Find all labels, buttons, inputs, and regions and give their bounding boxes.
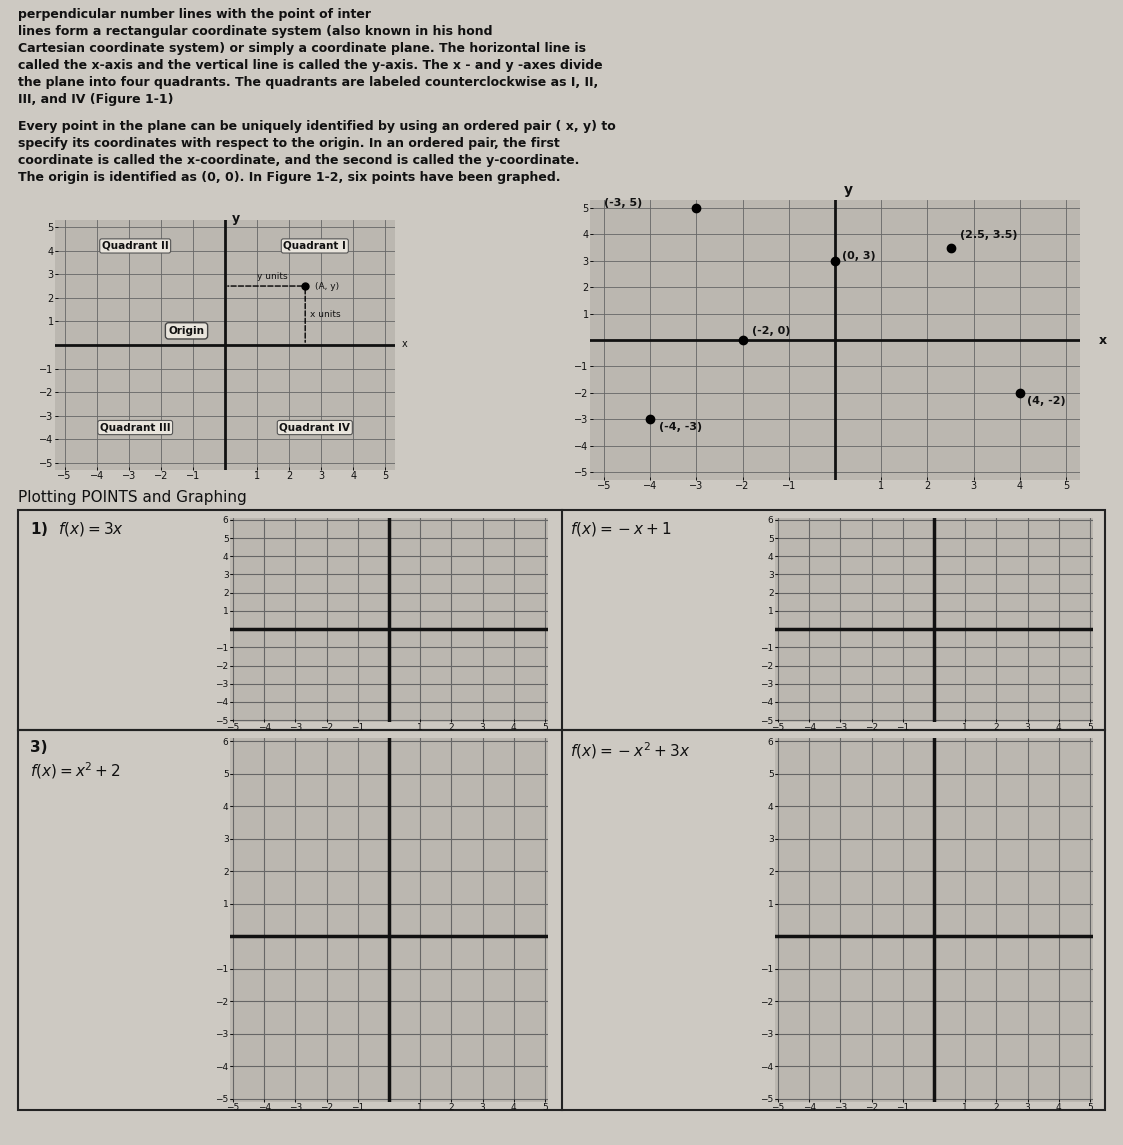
Text: (A, y): (A, y) [314,282,339,291]
Text: Plotting POINTS and Graphing: Plotting POINTS and Graphing [18,490,247,505]
Text: (2.5, 3.5): (2.5, 3.5) [960,230,1017,239]
Text: the plane into four quadrants. The quadrants are labeled counterclockwise as I, : the plane into four quadrants. The quadr… [18,76,599,89]
Text: y units: y units [257,273,287,281]
Text: $f(x)=x^2+2$: $f(x)=x^2+2$ [30,760,121,781]
Text: specify its coordinates with respect to the origin. In an ordered pair, the firs: specify its coordinates with respect to … [18,137,559,150]
Text: x units: x units [310,309,340,318]
Text: Every point in the plane can be uniquely identified by using an ordered pair ( x: Every point in the plane can be uniquely… [18,120,615,133]
Text: called the x-axis and the vertical line is called the y-axis. The x - and y -axe: called the x-axis and the vertical line … [18,60,603,72]
Text: The origin is identified as (0, 0). In Figure 1-2, six points have been graphed.: The origin is identified as (0, 0). In F… [18,171,560,184]
Text: Quadrant II: Quadrant II [102,240,168,251]
Text: Cartesian coordinate system) or simply a coordinate plane. The horizontal line i: Cartesian coordinate system) or simply a… [18,42,586,55]
Bar [18,731,1105,1110]
Text: III, and IV (Figure 1-1): III, and IV (Figure 1-1) [18,93,173,106]
Text: y: y [231,212,239,224]
Text: (-2, 0): (-2, 0) [751,326,791,335]
Text: perpendicular number lines with the point of inter: perpendicular number lines with the poin… [18,8,371,21]
Text: Quadrant IV: Quadrant IV [280,423,350,433]
Text: lines form a rectangular coordinate system (also known in his hond: lines form a rectangular coordinate syst… [18,25,493,38]
Text: x: x [401,339,408,349]
Text: (-4, -3): (-4, -3) [659,423,703,433]
Text: $f(x)=-x^2+3x$: $f(x)=-x^2+3x$ [570,740,691,760]
Bar [18,510,1105,731]
Text: (0, 3): (0, 3) [842,251,876,261]
Text: Quadrant III: Quadrant III [100,423,171,433]
Text: y: y [844,183,853,197]
Text: (-3, 5): (-3, 5) [604,198,642,208]
Text: Quadrant I: Quadrant I [283,240,346,251]
Text: $f(x)=-x+1$: $f(x)=-x+1$ [570,520,672,538]
Text: (4, -2): (4, -2) [1026,396,1066,406]
Text: coordinate is called the x-coordinate, and the second is called the y-coordinate: coordinate is called the x-coordinate, a… [18,153,579,167]
Text: x: x [1098,333,1106,347]
Text: 1)  $f(x)=3x$: 1) $f(x)=3x$ [30,520,124,538]
Text: 3): 3) [30,740,47,755]
Text: Origin: Origin [168,326,204,335]
